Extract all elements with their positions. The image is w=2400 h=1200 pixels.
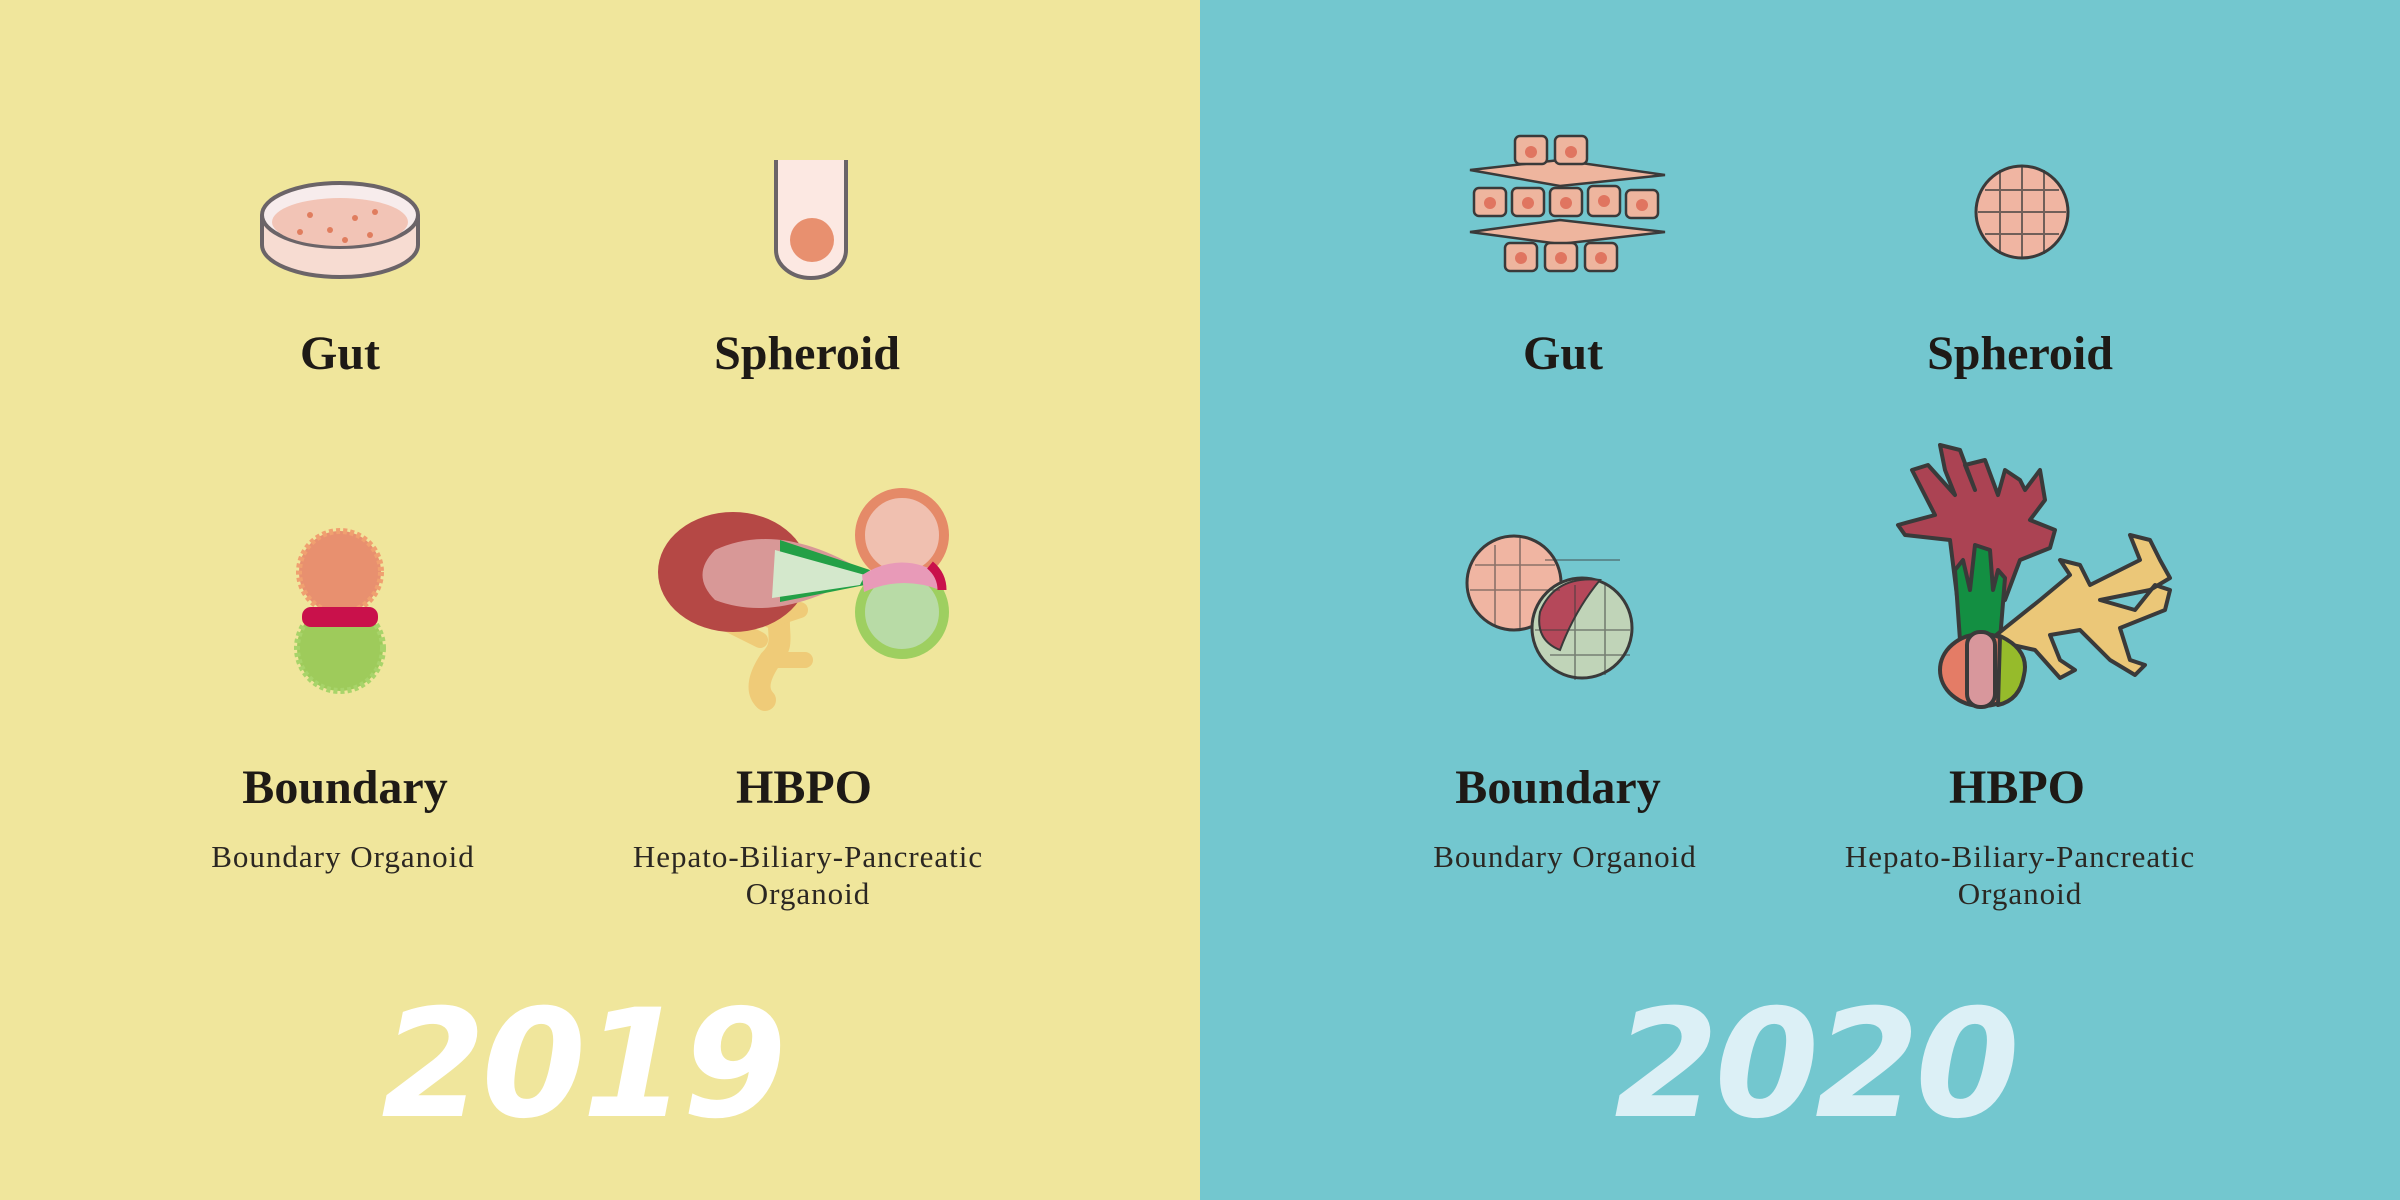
- panel-2019: [0, 0, 1200, 1200]
- boundary-organoid-icon: [1465, 534, 1634, 680]
- label-gut-2020: Gut: [1522, 327, 1604, 380]
- subtitle-hbpo-2019-line2: Organoid: [745, 876, 871, 911]
- petri-dish-icon: [260, 181, 420, 279]
- year-2020: 2020: [1614, 978, 2019, 1152]
- subtitle-hbpo-2019-line1: Hepato-Biliary-Pancreatic: [632, 839, 984, 874]
- test-tube-spheroid-icon: [774, 160, 848, 280]
- label-gut-2019: Gut: [299, 327, 381, 380]
- subtitle-hbpo-2020-line2: Organoid: [1957, 876, 2083, 911]
- label-hbpo-2020: HBPO: [1948, 761, 2086, 814]
- spheroid-icon: [1974, 164, 2070, 260]
- subtitle-boundary-2020: Boundary Organoid: [1433, 839, 1697, 874]
- label-spheroid-2019: Spheroid: [714, 327, 900, 380]
- label-boundary-2019: Boundary: [242, 761, 448, 814]
- hbpo-organoid-icon: [658, 488, 949, 711]
- label-spheroid-2020: Spheroid: [1927, 327, 2113, 380]
- year-2019: 2019: [381, 978, 786, 1152]
- boundary-organoid-icon: [294, 528, 386, 694]
- label-hbpo-2019: HBPO: [735, 761, 873, 814]
- subtitle-boundary-2019: Boundary Organoid: [211, 839, 475, 874]
- gut-cells-icon: [1469, 134, 1666, 273]
- label-boundary-2020: Boundary: [1455, 761, 1661, 814]
- panel-2020: [1200, 0, 2400, 1200]
- hbpo-organoid-icon: [1896, 443, 2172, 709]
- subtitle-hbpo-2020-line1: Hepato-Biliary-Pancreatic: [1844, 839, 2196, 874]
